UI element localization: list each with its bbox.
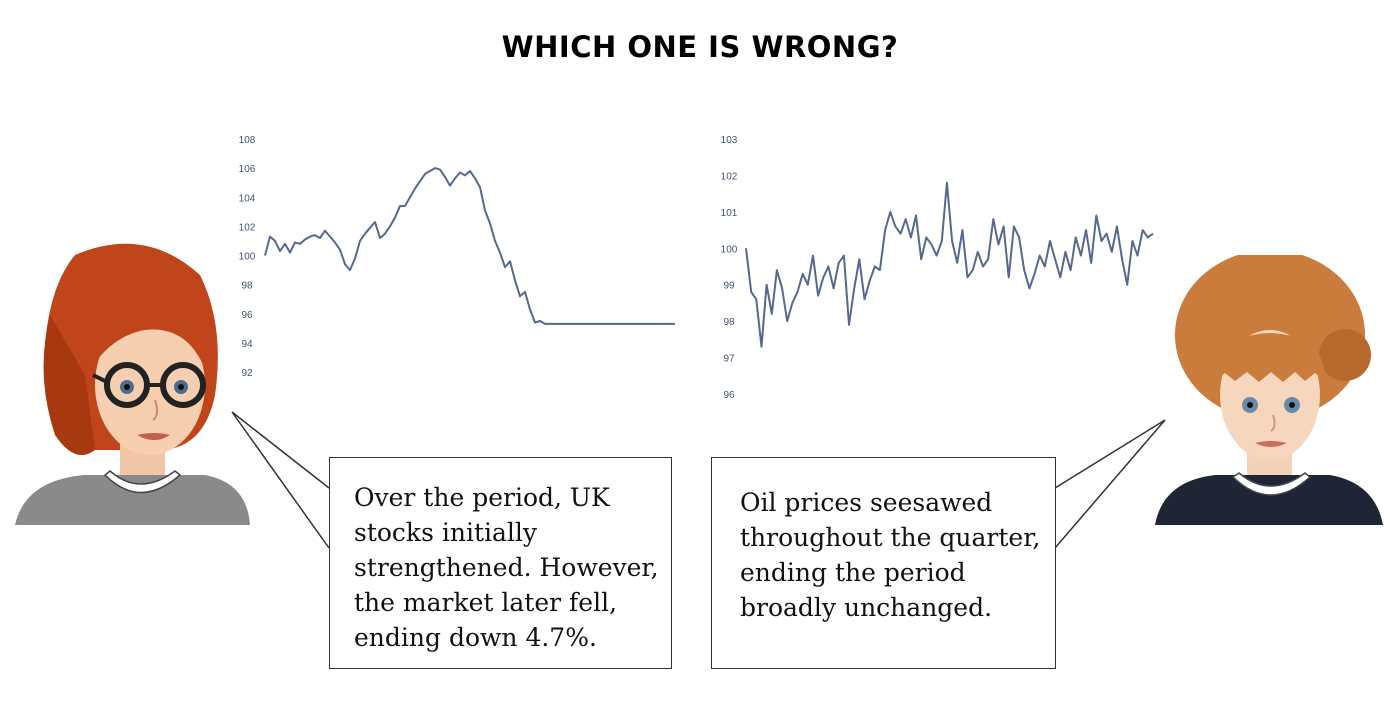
oil-price-series-line <box>745 181 1154 348</box>
oil-price-y-tick-label: 103 <box>721 135 738 146</box>
uk-stocks-y-tick-label: 106 <box>239 164 256 175</box>
oil-price-y-tick-label: 99 <box>723 281 735 292</box>
uk-stocks-y-tick-label: 102 <box>239 222 256 233</box>
uk-stocks-y-tick-label: 100 <box>239 252 256 263</box>
oil-price-y-tick-label: 96 <box>723 390 735 401</box>
oil-price-y-tick-label: 101 <box>721 208 738 219</box>
oil-price-y-tick-label: 97 <box>723 354 735 365</box>
speech-bubble-left: Over the period, UK stocks initially str… <box>329 457 672 669</box>
oil-price-chart: 96 97 98 99 100 101 102 103 <box>721 135 1154 401</box>
page-title: WHICH ONE IS WRONG? <box>501 30 899 64</box>
oil-price-y-tick-label: 102 <box>721 171 738 182</box>
uk-stocks-y-tick-label: 92 <box>241 368 253 379</box>
uk-stocks-y-tick-label: 94 <box>241 339 253 350</box>
oil-price-y-tick-label: 100 <box>721 244 738 255</box>
oil-price-y-tick-label: 98 <box>723 317 735 328</box>
uk-stocks-y-tick-label: 108 <box>239 135 256 146</box>
uk-stocks-chart: 92 94 96 98 100 102 104 106 108 <box>239 135 675 379</box>
uk-stocks-series-line <box>264 167 675 325</box>
uk-stocks-y-tick-label: 96 <box>241 310 253 321</box>
avatar-left-woman <box>15 243 250 525</box>
uk-stocks-y-tick-label: 104 <box>239 193 256 204</box>
speech-bubble-right: Oil prices seesawed throughout the quart… <box>711 457 1056 669</box>
uk-stocks-y-tick-label: 98 <box>241 281 253 292</box>
avatar-right-woman <box>1155 255 1383 525</box>
